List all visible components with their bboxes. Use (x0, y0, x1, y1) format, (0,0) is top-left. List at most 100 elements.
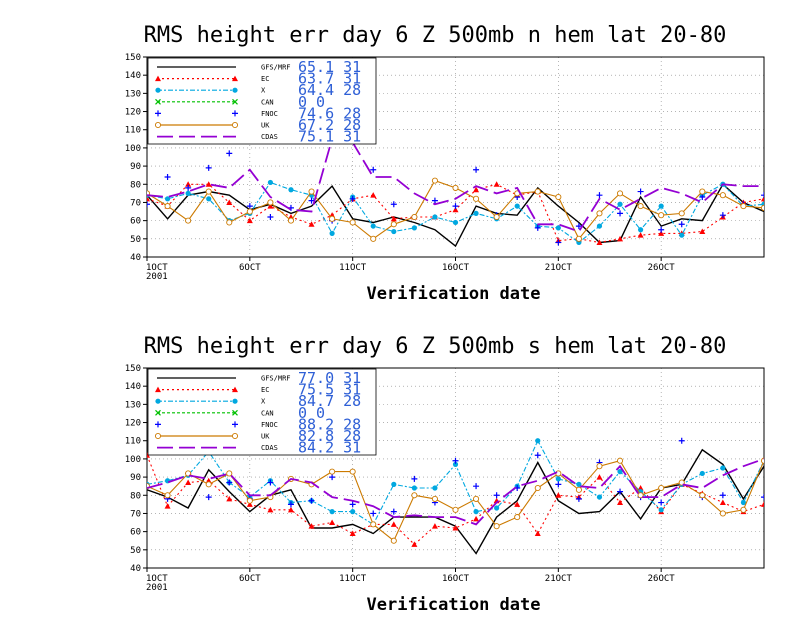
legend-value: 88.2 28 (298, 415, 361, 433)
data-point (267, 479, 274, 486)
data-point (452, 525, 459, 531)
series-cdas (147, 137, 764, 233)
data-point (452, 457, 459, 464)
data-point (514, 203, 520, 209)
legend-marker (232, 98, 238, 105)
data-point (164, 196, 171, 202)
data-point (349, 468, 356, 475)
y-tick-label: 80 (130, 180, 141, 190)
data-point (678, 437, 685, 444)
data-point (699, 228, 706, 235)
legend-entry: FNOC 74.6 28 (155, 104, 361, 122)
data-point (637, 188, 644, 195)
data-point (246, 497, 253, 504)
x-tick-label: 6OCT (239, 574, 261, 584)
data-point (452, 219, 459, 226)
data-point (411, 475, 418, 482)
data-point (370, 166, 377, 173)
legend-entry: CAN 0 0 (155, 93, 325, 111)
data-point (164, 503, 171, 509)
legend-name: UK (261, 433, 270, 441)
x-tick-label: 26OCT (648, 263, 676, 273)
data-point (205, 481, 212, 488)
data-point (658, 203, 664, 209)
legend-value: 0 0 (298, 404, 325, 422)
data-point (761, 192, 764, 199)
data-point (349, 530, 356, 536)
y-tick-label: 150 (125, 53, 141, 63)
data-point (329, 474, 336, 481)
data-point (267, 203, 274, 209)
data-point (391, 228, 397, 235)
data-point (370, 521, 377, 528)
data-point (493, 181, 500, 187)
data-point (699, 194, 706, 200)
data-point (205, 494, 212, 501)
data-point (205, 181, 212, 187)
legend-marker (232, 398, 238, 404)
legend-box (147, 57, 377, 145)
data-point (616, 457, 624, 464)
data-point (534, 188, 541, 195)
legend-name: EC (261, 75, 269, 83)
legend-name: UK (261, 122, 270, 130)
legend-entry: CDAS 84.2 31 (157, 439, 361, 457)
data-point (287, 506, 294, 513)
y-axis: 40 50 60 70 80 90 100 110 120 130 140 150 (125, 364, 147, 574)
data-point (719, 510, 726, 517)
legend-name: EC (261, 386, 269, 394)
data-point (370, 510, 377, 517)
data-point (431, 197, 438, 204)
data-point (493, 523, 500, 530)
data-point (390, 201, 397, 208)
legend-name: CDAS (261, 133, 278, 141)
legend-value: 67.2 28 (298, 116, 361, 134)
y-tick-label: 50 (130, 546, 141, 556)
legend-marker (155, 75, 161, 82)
data-point (740, 203, 747, 210)
x-tick-label: 11OCT (339, 574, 367, 584)
data-point (431, 495, 438, 502)
legend-marker (232, 110, 238, 117)
data-point (411, 485, 417, 491)
y-tick-label: 70 (130, 198, 141, 208)
data-point (287, 501, 294, 508)
data-point (164, 174, 171, 180)
data-point (329, 215, 336, 222)
x-tick-label: 21OCT (545, 263, 573, 273)
data-point (267, 214, 274, 220)
data-point (205, 164, 212, 171)
data-point (596, 494, 603, 500)
data-point (473, 483, 480, 490)
data-point (452, 203, 459, 210)
legend-marker (155, 398, 161, 404)
data-point (617, 499, 624, 506)
data-point (147, 201, 150, 208)
data-point (452, 206, 459, 213)
y-tick-label: 100 (125, 144, 141, 154)
data-point (575, 235, 582, 242)
y-tick-label: 110 (125, 437, 141, 447)
legend-value: 63.7 31 (298, 70, 361, 88)
data-point (246, 217, 253, 224)
data-point (679, 232, 685, 238)
data-point (164, 203, 171, 210)
legend-value: 65.1 31 (298, 58, 361, 76)
data-point (617, 210, 624, 217)
y-tick-label: 40 (130, 253, 141, 263)
legend-name: CAN (261, 409, 274, 417)
data-point (555, 481, 562, 488)
data-point (493, 213, 500, 221)
legend-entry: EC 75.5 31 (155, 381, 361, 399)
data-point (226, 470, 233, 477)
data-point (205, 188, 212, 195)
legend-marker (231, 432, 239, 440)
data-point (411, 541, 418, 547)
data-point (431, 177, 438, 184)
legend-name: X (261, 398, 266, 406)
data-point (534, 224, 541, 231)
data-point (719, 192, 726, 199)
